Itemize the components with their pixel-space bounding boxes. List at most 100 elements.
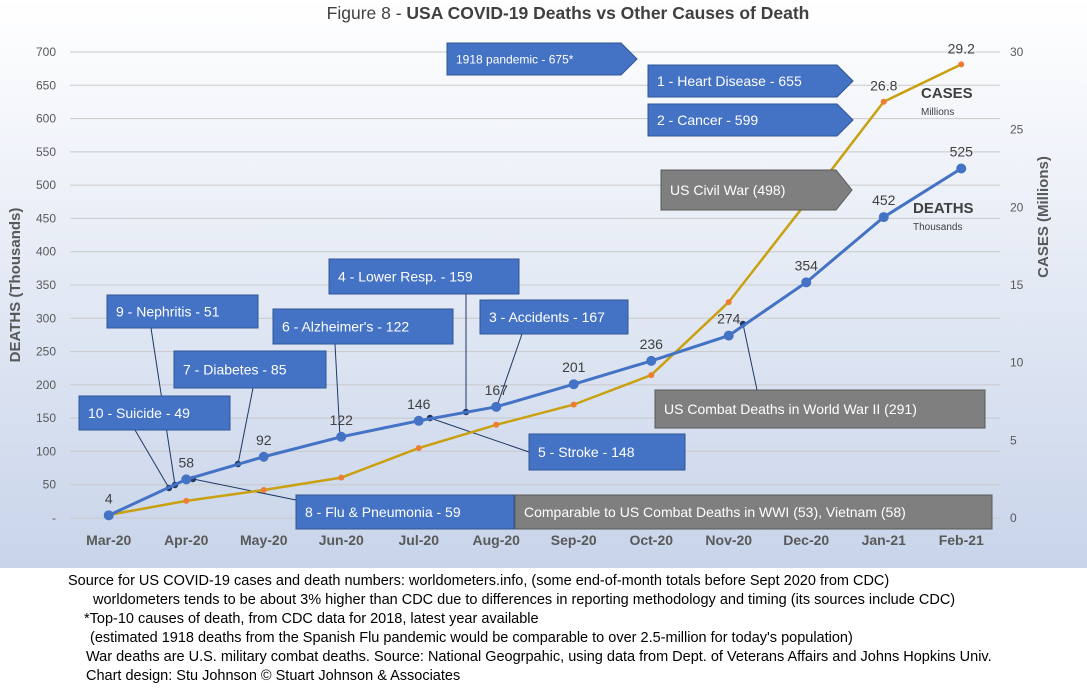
y-tick-label: 150 [36, 411, 56, 425]
cases-point [880, 98, 887, 105]
series-labels: CASES Millions DEATHS Thousands [913, 85, 974, 233]
y-tick-label: 300 [36, 311, 56, 325]
deaths-point [801, 277, 812, 288]
y-tick-label: 50 [43, 478, 57, 492]
cases-point [415, 445, 422, 452]
y-tick-label: 200 [36, 378, 56, 392]
x-tick-label: Dec-20 [783, 532, 829, 548]
callout-label: 3 - Accidents - 167 [489, 309, 605, 325]
callout-shape [647, 64, 854, 98]
chart-svg: Figure 8 - USA COVID-19 Deaths vs Other … [0, 0, 1087, 568]
y2-tick-label: 10 [1010, 356, 1024, 370]
annotation-callout: US Civil War (498) [660, 169, 853, 211]
y-tick-label: 100 [36, 444, 56, 458]
deaths-data-label: 167 [485, 382, 509, 398]
x-tick-label: Oct-20 [629, 532, 673, 548]
deaths-data-label: 58 [178, 454, 194, 470]
deaths-data-label: 146 [407, 396, 431, 412]
annotation-callout: 1918 pandemic - 675* [446, 42, 638, 76]
annotation-callout: 8 - Flu & Pneumonia - 59 [295, 494, 515, 530]
footer-notes: Source for US COVID-19 cases and death n… [68, 572, 1078, 686]
cases-point [958, 61, 965, 68]
leader-line [334, 343, 341, 438]
annotations: 1918 pandemic - 675* 1 - Heart Disease - … [78, 42, 993, 530]
annotation-callout: US Combat Deaths in World War II (291) [654, 389, 986, 429]
callout-shape [173, 350, 327, 389]
callout-shape [328, 258, 520, 295]
x-tick-label: Feb-21 [939, 532, 984, 548]
callout-shape [514, 494, 993, 530]
footer-line-2: worldometers tends to be about 3% higher… [93, 592, 956, 608]
y-tick-label: 500 [36, 178, 56, 192]
leader-line [496, 333, 523, 407]
deaths-data-label: 92 [256, 432, 272, 448]
callout-label: 8 - Flu & Pneumonia - 59 [305, 504, 461, 520]
callout-shape [479, 299, 629, 335]
cases-series-label: CASES [921, 85, 973, 102]
annotation-callout: 9 - Nephritis - 51 [106, 294, 259, 329]
leader-line [192, 478, 297, 501]
leader-line [134, 429, 170, 489]
deaths-point [491, 401, 502, 412]
deaths-data-label: 201 [562, 359, 586, 375]
footer-line-1: Source for US COVID-19 cases and death n… [68, 573, 890, 589]
callout-label: 2 - Cancer - 599 [657, 112, 758, 128]
deaths-point [956, 163, 967, 174]
y2-tick-label: 0 [1010, 511, 1017, 525]
callout-shape [295, 494, 515, 530]
x-tick-label: Aug-20 [473, 532, 521, 548]
footer-line-4: (estimated 1918 deaths from the Spanish … [90, 630, 853, 646]
leader-line [237, 387, 254, 465]
callout-shape [528, 433, 686, 471]
callout-label: 10 - Suicide - 49 [88, 405, 190, 421]
annotation-callout: 10 - Suicide - 49 [78, 395, 231, 431]
x-tick-label: Jun-20 [319, 532, 364, 548]
y-tick-label: 600 [36, 112, 56, 126]
annotation-callout: 3 - Accidents - 167 [479, 299, 629, 335]
axes: -501001502002503003504004505005506006507… [7, 45, 1052, 548]
y2-tick-label: 30 [1010, 45, 1024, 59]
footer-line-5: War deaths are U.S. military combat deat… [86, 649, 992, 665]
cases-series-sublabel: Millions [921, 107, 954, 118]
footer-line-6: Chart design: Stu Johnson © Stuart Johns… [86, 668, 461, 684]
deaths-data-label: 236 [640, 336, 664, 352]
footer-line-3: *Top-10 causes of death, from CDC data f… [84, 611, 539, 627]
deaths-point [258, 451, 269, 462]
deaths-data-label: 525 [950, 144, 974, 160]
x-tick-label: Jan-21 [862, 532, 907, 548]
chart-background [0, 0, 1087, 568]
cases-point [183, 497, 190, 504]
x-tick-label: May-20 [240, 532, 288, 548]
y-tick-label: 700 [36, 45, 56, 59]
callout-shape [647, 103, 854, 137]
deaths-data-label: 274 [717, 311, 741, 327]
callout-label: 6 - Alzheimer's - 122 [282, 319, 409, 335]
callout-label: 9 - Nephritis - 51 [116, 304, 220, 320]
deaths-point [413, 415, 424, 426]
deaths-point [103, 510, 114, 521]
annotation-callout: 6 - Alzheimer's - 122 [272, 308, 454, 345]
deaths-data-label: 354 [795, 257, 819, 273]
deaths-line [108, 167, 963, 517]
x-tick-label: Sep-20 [551, 532, 597, 548]
y-tick-label: 350 [36, 278, 56, 292]
chart: Figure 8 - USA COVID-19 Deaths vs Other … [0, 0, 1087, 568]
cases-point [493, 421, 500, 428]
callout-label: 1 - Heart Disease - 655 [657, 73, 802, 89]
y2-tick-label: 5 [1010, 433, 1017, 447]
x-tick-label: Nov-20 [705, 532, 752, 548]
deaths-point [336, 431, 347, 442]
callout-label: 4 - Lower Resp. - 159 [338, 269, 473, 285]
deaths-series-label: DEATHS [913, 200, 974, 217]
cases-point [260, 487, 267, 494]
callout-shape [106, 294, 259, 329]
y2-axis-title: CASES (Millions) [1035, 156, 1052, 278]
cases-data-label: 26.8 [870, 78, 897, 94]
chart-title-prefix: Figure 8 - [327, 3, 407, 23]
deaths-point [568, 379, 579, 390]
annotation-callout: 2 - Cancer - 599 [647, 103, 854, 137]
annotation-callout: 5 - Stroke - 148 [528, 433, 686, 471]
x-tick-label: Jul-20 [399, 532, 440, 548]
deaths-point [878, 212, 889, 223]
y-tick-label: 250 [36, 345, 56, 359]
